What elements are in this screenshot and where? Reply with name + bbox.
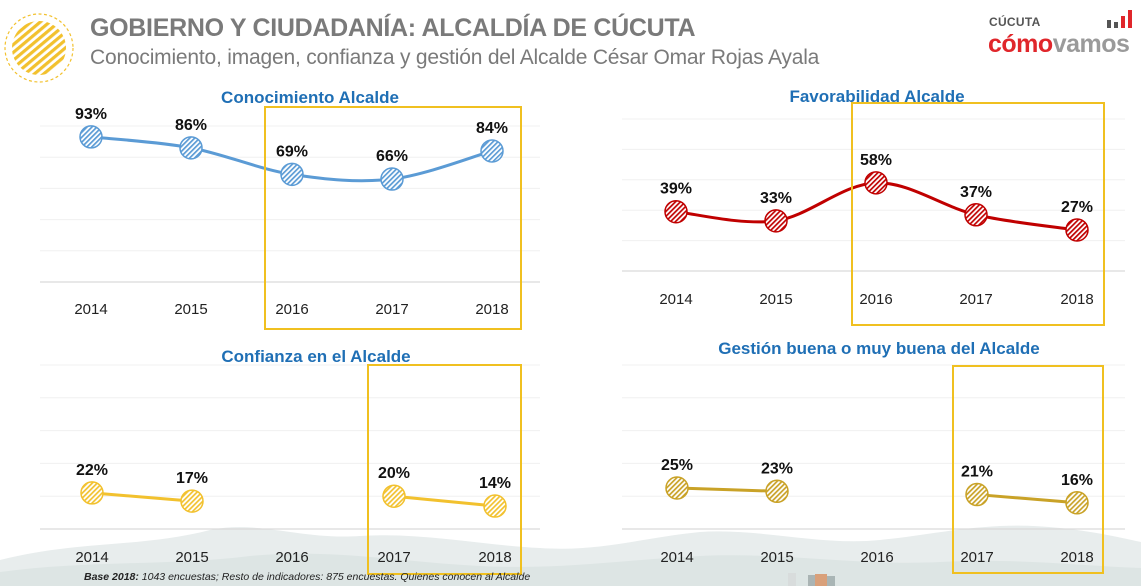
data-point-marker: [764, 209, 788, 233]
data-label: 39%: [660, 181, 692, 198]
data-label: 33%: [760, 190, 792, 207]
chart-panel: Favorabilidad Alcalde 2014 2015 2016 2017 201…: [622, 87, 1125, 326]
page-title: GOBIERNO Y CIUDADANÍA: ALCALDÍA DE CÚCUT…: [90, 14, 696, 42]
series-line: [91, 491, 193, 503]
x-tick-label: 2014: [75, 549, 108, 566]
x-tick-label: 2015: [759, 291, 792, 308]
x-tick-label: 2017: [959, 291, 992, 308]
data-point-marker: [665, 476, 689, 500]
data-label: 84%: [476, 120, 508, 137]
chart-title: Conocimiento Alcalde: [221, 88, 399, 107]
data-point-marker: [1065, 491, 1089, 515]
x-tick-label: 2017: [960, 549, 993, 566]
data-label: 20%: [378, 465, 410, 482]
data-label: 58%: [860, 152, 892, 169]
x-tick-label: 2018: [1060, 291, 1093, 308]
data-label: 37%: [960, 184, 992, 201]
data-point-marker: [179, 136, 203, 160]
data-point-marker: [664, 199, 688, 224]
x-tick-label: 2016: [275, 301, 308, 318]
data-label: 66%: [376, 148, 408, 165]
chart-title: Favorabilidad Alcalde: [789, 87, 964, 106]
header-striped-circle-icon: [4, 13, 74, 83]
data-label: 21%: [961, 464, 993, 481]
x-tick-label: 2018: [475, 301, 508, 318]
chart-panel: Conocimiento Alcalde 2014 2015 2016 2017 2018…: [40, 88, 540, 330]
highlight-box: [367, 364, 522, 575]
building-decoration: [788, 573, 796, 586]
x-tick-label: 2015: [174, 301, 207, 318]
x-tick-label: 2014: [74, 301, 107, 318]
logo-brand-vamos: vamos: [1052, 30, 1130, 58]
bar-chart-icon: [1107, 10, 1132, 28]
data-label: 22%: [76, 462, 108, 479]
x-tick-label: 2018: [1060, 549, 1093, 566]
cucuta-como-vamos-logo: CÚCUTA cómovamos: [986, 10, 1136, 60]
data-label: 69%: [276, 143, 308, 160]
data-label: 27%: [1061, 199, 1093, 216]
data-label: 23%: [761, 460, 793, 477]
data-point-marker: [1065, 218, 1089, 242]
x-tick-label: 2017: [375, 301, 408, 318]
x-tick-label: 2014: [659, 291, 692, 308]
data-label: 25%: [661, 457, 693, 474]
x-tick-label: 2015: [175, 549, 208, 566]
series-line: [393, 494, 496, 508]
x-tick-label: 2016: [859, 291, 892, 308]
data-label: 17%: [176, 470, 208, 487]
data-point-marker: [80, 481, 104, 505]
data-point-marker: [864, 171, 888, 195]
chart-panel: Confianza en el Alcalde 2014 2015 2016 2017 2…: [40, 347, 540, 575]
data-point-marker: [765, 479, 789, 504]
x-tick-label: 2014: [660, 549, 693, 566]
x-tick-label: 2015: [760, 549, 793, 566]
data-point-marker: [380, 167, 404, 191]
highlight-box: [264, 106, 522, 330]
footnote-text: 1043 encuestas; Resto de indicadores: 87…: [138, 571, 531, 583]
data-point-marker: [965, 482, 989, 507]
data-label: 14%: [479, 475, 511, 492]
data-point-marker: [180, 489, 204, 513]
footnote: Base 2018: 1043 encuestas; Resto de indi…: [84, 571, 530, 583]
x-tick-label: 2016: [275, 549, 308, 566]
x-tick-label: 2016: [860, 549, 893, 566]
page-subtitle: Conocimiento, imagen, confianza y gestió…: [90, 46, 820, 69]
data-label: 93%: [75, 106, 107, 123]
x-tick-label: 2018: [478, 549, 511, 566]
data-point-marker: [480, 139, 504, 163]
data-point-marker: [79, 125, 103, 149]
data-label: 16%: [1061, 472, 1093, 489]
highlight-box: [851, 102, 1105, 326]
highlight-box: [952, 365, 1104, 574]
logo-brand-como: cómo: [988, 30, 1053, 58]
data-point-marker: [483, 494, 507, 518]
chart-title: Confianza en el Alcalde: [221, 347, 410, 366]
data-point-marker: [964, 203, 988, 227]
chart-title: Gestión buena o muy buena del Alcalde: [718, 339, 1040, 358]
series-line: [676, 486, 778, 493]
x-tick-label: 2017: [377, 549, 410, 566]
chart-panel: Gestión buena o muy buena del Alcalde 201…: [622, 339, 1125, 574]
logo-city: CÚCUTA: [989, 15, 1041, 29]
logo-brand: cómovamos: [988, 30, 1130, 59]
data-point-marker: [382, 484, 406, 508]
data-point-marker: [280, 162, 304, 187]
footnote-base-label: Base 2018:: [84, 571, 139, 583]
data-label: 86%: [175, 117, 207, 134]
